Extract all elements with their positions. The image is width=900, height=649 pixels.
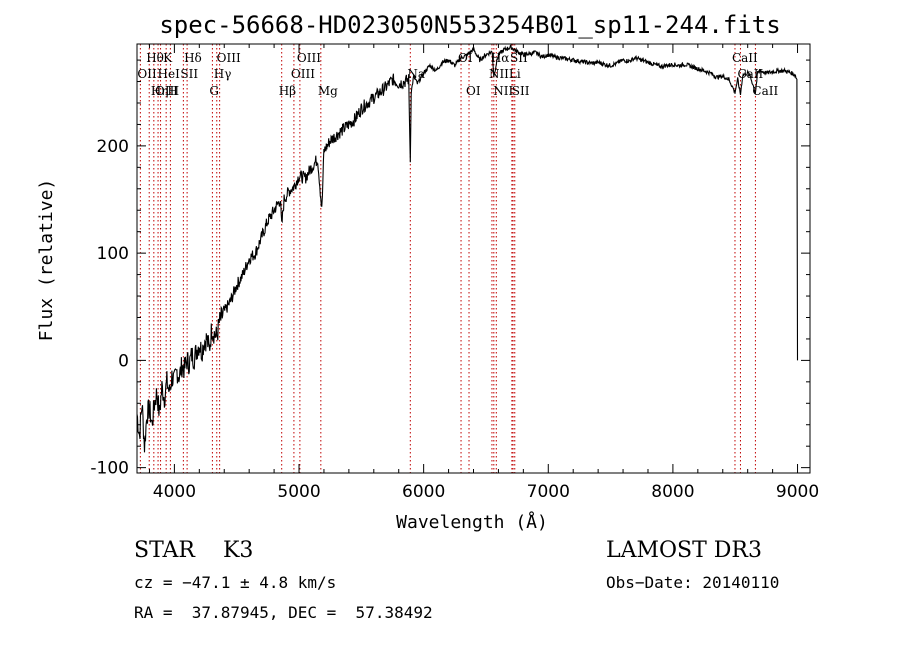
line-label: NII	[489, 67, 509, 81]
line-label: Na	[407, 67, 425, 81]
line-label: OIII	[291, 67, 315, 81]
obs-date: Obs−Date: 20140110	[606, 573, 780, 592]
line-label: HeI	[158, 67, 181, 81]
star-class: STAR K3	[134, 538, 254, 563]
plot-axes	[136, 43, 811, 474]
x-tick-label: 8000	[651, 482, 694, 502]
plot-frame	[136, 43, 811, 474]
coordinates-text: RA = 37.87945, DEC = 57.38492	[134, 603, 433, 622]
chart-title: spec-56668-HD023050N553254B01_sp11-244.f…	[159, 11, 780, 39]
y-tick-label: 100	[97, 244, 129, 264]
y-axis-label: Flux (relative)	[36, 179, 57, 342]
line-label: OI	[466, 84, 481, 98]
x-axis-label: Wavelength (Å)	[396, 511, 548, 533]
line-label: Mg	[318, 84, 338, 98]
x-tick-label: 7000	[527, 482, 570, 502]
line-label: SII	[512, 84, 530, 98]
spectral-line-markers	[139, 44, 756, 473]
x-tick-label: 6000	[402, 482, 445, 502]
line-label: Hβ	[279, 84, 296, 98]
line-label: G	[209, 84, 219, 98]
line-label: Hθ	[146, 51, 164, 65]
line-label: OIII	[155, 84, 179, 98]
x-tick-label: 9000	[776, 482, 819, 502]
y-tick-label: 200	[97, 137, 129, 157]
line-label: CaII	[752, 84, 778, 98]
y-tick-label: 0	[118, 351, 129, 371]
line-label: Hα	[491, 51, 510, 65]
y-tick-label: -100	[90, 459, 129, 479]
spectrum-line	[136, 44, 799, 453]
line-label: Hγ	[214, 67, 232, 81]
line-label: OIII	[297, 51, 321, 65]
line-label: OII	[137, 67, 157, 81]
x-tick-label: 5000	[277, 482, 320, 502]
line-label: K	[163, 51, 173, 65]
line-label: CaII	[732, 51, 758, 65]
line-label: OIII	[217, 51, 241, 65]
line-label: H	[167, 84, 177, 98]
line-label: Hη	[151, 84, 169, 98]
x-tick-label: 4000	[153, 482, 196, 502]
line-label: Hδ	[184, 51, 202, 65]
redshift-text: cz = −47.1 ± 4.8 km/s	[134, 573, 337, 592]
line-label: NII	[493, 84, 513, 98]
line-label: OI	[458, 51, 473, 65]
survey-name: LAMOST DR3	[606, 538, 762, 563]
line-label: Li	[509, 67, 521, 81]
line-label: SII	[180, 67, 198, 81]
axis-ticks: 4000 5000 6000 7000 8000 9000 -100 0 100 200	[90, 44, 819, 502]
